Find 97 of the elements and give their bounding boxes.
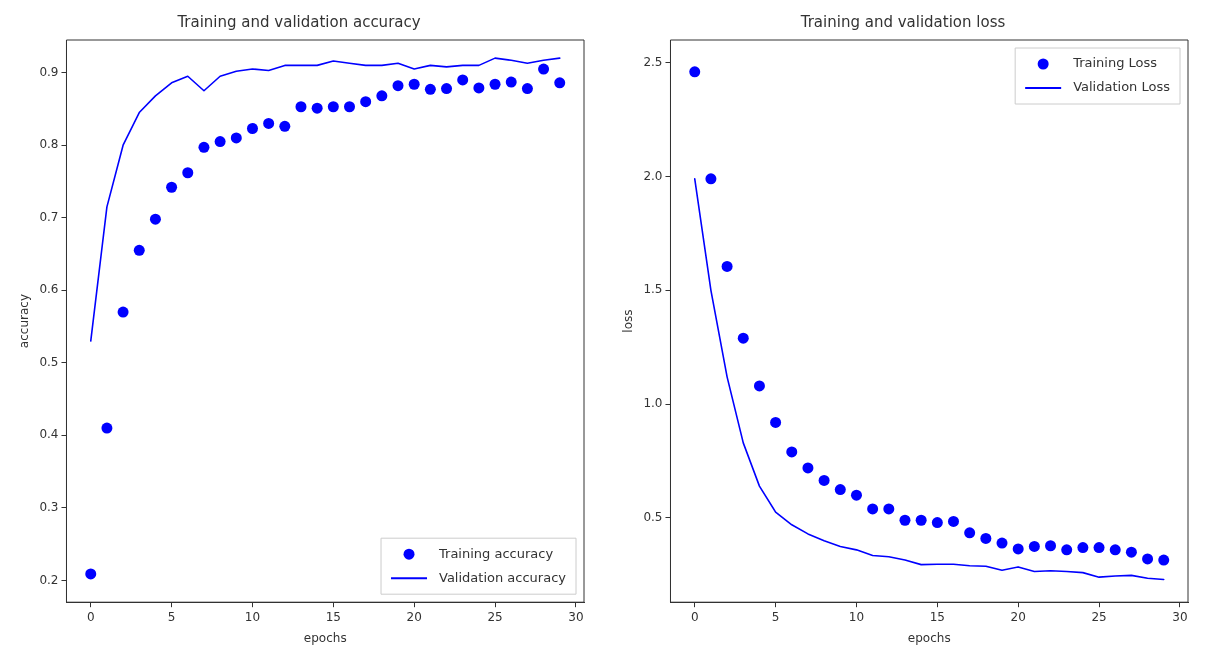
y-tick-label: 0.8	[39, 137, 59, 152]
point	[737, 332, 749, 344]
point	[1109, 544, 1121, 556]
point	[1142, 553, 1154, 565]
point	[521, 83, 533, 95]
legend-label: Validation accuracy	[439, 569, 567, 585]
chart-title: Training and validation accuracy	[176, 12, 421, 31]
point	[295, 101, 307, 113]
point	[931, 517, 943, 529]
point	[915, 514, 927, 526]
legend-label: Training accuracy	[438, 545, 554, 561]
point	[246, 123, 258, 134]
y-axis-title: accuracy	[17, 294, 32, 349]
point	[392, 80, 404, 92]
point	[554, 77, 566, 89]
point	[753, 380, 765, 392]
x-tick-label: 5	[771, 609, 780, 624]
point	[117, 306, 129, 318]
point	[538, 63, 550, 75]
point	[1012, 543, 1024, 555]
point	[360, 96, 372, 108]
y-tick-label: 0.7	[39, 209, 59, 224]
y-axis-title: loss	[621, 309, 636, 333]
y-tick-label: 2.5	[643, 54, 663, 69]
point	[182, 167, 194, 179]
point	[505, 76, 517, 88]
point	[279, 120, 291, 132]
point	[85, 568, 97, 580]
x-tick-label: 30	[1172, 609, 1188, 624]
point	[721, 260, 733, 272]
x-tick-label: 25	[1091, 609, 1107, 624]
point	[818, 474, 830, 486]
x-tick-label: 10	[244, 609, 261, 624]
y-tick-label: 1.5	[643, 282, 663, 297]
point	[996, 537, 1008, 549]
point	[1045, 540, 1057, 552]
point	[1158, 554, 1170, 566]
x-tick-label: 30	[568, 609, 584, 624]
point	[149, 213, 161, 225]
point	[441, 83, 453, 95]
point	[1077, 542, 1089, 554]
y-tick-label: 0.4	[39, 427, 59, 442]
point	[964, 527, 976, 539]
point	[1093, 542, 1105, 554]
point	[263, 117, 275, 129]
x-tick-label: 5	[167, 609, 176, 624]
point	[1061, 544, 1073, 556]
point	[786, 446, 798, 458]
point	[344, 101, 355, 113]
point	[489, 78, 501, 90]
y-tick-label: 0.9	[39, 64, 59, 79]
y-tick-label: 0.6	[39, 282, 59, 297]
point	[198, 141, 210, 153]
x-axis-title: epochs	[907, 630, 951, 645]
point	[327, 101, 339, 113]
point	[133, 244, 145, 256]
x-tick-label: 15	[325, 609, 341, 624]
point	[834, 484, 846, 496]
x-tick-label: 0	[86, 609, 95, 624]
point	[948, 515, 959, 527]
x-tick-label: 25	[487, 609, 503, 624]
x-tick-label: 0	[690, 609, 699, 624]
point	[1028, 540, 1040, 552]
point	[980, 532, 992, 544]
point	[166, 181, 178, 193]
x-tick-label: 20	[406, 609, 422, 624]
chart-title: Training and validation loss	[799, 12, 1006, 31]
point	[899, 514, 911, 526]
point	[101, 422, 113, 434]
point	[473, 82, 485, 94]
y-tick-label: 2.0	[643, 168, 663, 183]
legend-label: Training Loss	[1072, 55, 1158, 71]
point	[689, 66, 701, 78]
point	[408, 78, 420, 90]
point	[424, 83, 436, 95]
point	[850, 489, 862, 501]
x-tick-label: 10	[848, 609, 865, 624]
point	[867, 503, 879, 515]
point	[802, 462, 814, 474]
legend-label: Validation Loss	[1073, 79, 1171, 95]
x-tick-label: 20	[1010, 609, 1026, 624]
point	[770, 416, 782, 428]
point	[883, 503, 895, 515]
y-tick-label: 0.2	[39, 572, 59, 587]
point	[457, 74, 469, 86]
point	[705, 173, 717, 185]
y-tick-label: 0.5	[39, 354, 59, 369]
point	[311, 102, 323, 114]
y-tick-label: 1.0	[643, 396, 663, 411]
y-tick-label: 0.5	[643, 510, 663, 525]
x-tick-label: 15	[929, 609, 945, 624]
point	[214, 136, 226, 148]
point	[230, 132, 242, 144]
y-tick-label: 0.3	[39, 500, 59, 515]
x-axis-title: epochs	[303, 630, 347, 645]
point	[1125, 546, 1137, 558]
point	[376, 90, 388, 102]
